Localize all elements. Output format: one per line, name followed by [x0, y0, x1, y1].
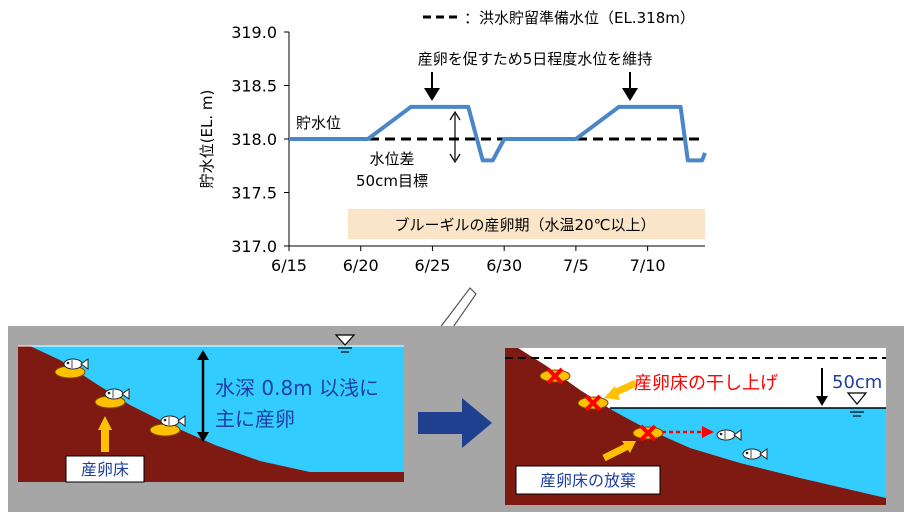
depth-text-line2: 主に産卵	[215, 407, 295, 431]
x-tick-label: 6/25	[414, 256, 450, 275]
next-arrow-icon	[418, 398, 492, 448]
water-level-icon	[846, 392, 868, 417]
y-tick-label: 317.0	[231, 237, 277, 256]
down-arrow-icon	[424, 72, 440, 101]
diagonal-arrow-icon	[604, 379, 638, 400]
water-level-line	[289, 104, 707, 163]
chart: ：洪水貯留準備水位（EL.318m） ブルーギルの産卵期（水温20℃以上） 31…	[198, 9, 707, 275]
y-axis-label: 貯水位(EL. m)	[198, 90, 216, 189]
y-tick-label: 318.0	[231, 130, 277, 149]
maintain-annotation: 産卵を促すため5日程度水位を維持	[418, 50, 653, 68]
x-tick-label: 6/30	[486, 256, 522, 275]
left-panel: 水深 0.8m 以浅に 主に産卵 産卵床	[18, 334, 404, 483]
depth-arrow-icon	[197, 350, 209, 442]
x-tick-label: 7/5	[563, 256, 589, 275]
abandon-label: 産卵床の放棄	[540, 471, 636, 490]
x-tick-label: 6/20	[343, 256, 379, 275]
x-tick-label: 7/10	[630, 256, 666, 275]
diagonal-arrow-icon	[602, 441, 636, 462]
swim-away-arrow-icon	[662, 426, 714, 438]
dry-label: 産卵床の干し上げ	[634, 373, 778, 394]
depth-text-line1: 水深 0.8m 以浅に	[215, 376, 379, 400]
y-tick-label: 319.0	[231, 23, 277, 42]
nest-label: 産卵床	[81, 460, 129, 479]
y-tick-label: 318.5	[231, 77, 277, 96]
spawning-period-band	[348, 209, 705, 239]
nest-icon	[149, 423, 181, 437]
drop-label: 50cm	[832, 372, 882, 393]
up-arrow-icon	[98, 416, 112, 452]
level-diff-label: 水位差	[369, 150, 414, 168]
down-arrow-icon	[622, 72, 638, 101]
legend-label: ：洪水貯留準備水位（EL.318m）	[464, 9, 695, 27]
left-ground	[18, 346, 404, 482]
water-level-icon	[334, 334, 356, 353]
right-panel: 50cm 産卵床の干し上げ	[505, 348, 886, 505]
nest-label-box	[65, 455, 145, 483]
double-arrow-icon	[449, 110, 461, 164]
abandon-label-box	[515, 465, 661, 495]
y-tick-label: 317.5	[231, 184, 277, 203]
drop-arrow-icon	[816, 368, 828, 406]
spawning-period-label: ブルーギルの産卵期（水温20℃以上）	[395, 216, 656, 234]
level-diff-target: 50cm目標	[356, 172, 428, 190]
x-tick-label: 6/15	[271, 256, 307, 275]
water-level-label: 貯水位	[296, 114, 341, 132]
